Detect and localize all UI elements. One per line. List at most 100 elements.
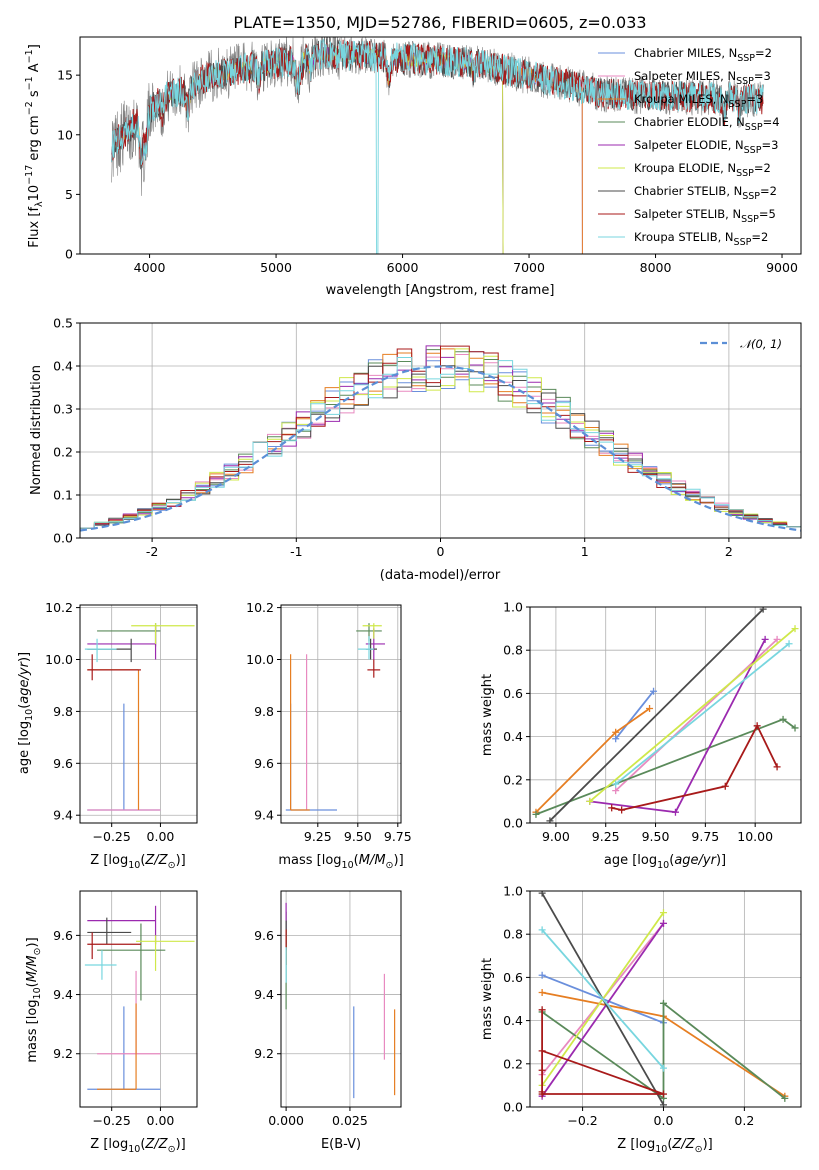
axes-frame [529, 606, 802, 824]
x-tick-label: 10.00 [737, 829, 773, 844]
spectrum-panel: 4000 5000 6000 7000 8000 9000 0 5 10 15 PLATE=1350… [24, 13, 802, 298]
x-axis-label: mass [log10(M/M⊙)] [278, 853, 403, 871]
series-line [614, 690, 655, 740]
spectrum-model-line [130, 47, 504, 254]
data-point [791, 625, 799, 633]
data-point [546, 817, 554, 823]
spectrum-model-line [111, 38, 764, 254]
plot-area [538, 891, 789, 1107]
legend: Chabrier MILES, NSSP=2 Salpeter MILES, NS… [598, 46, 780, 248]
y-tick-label: 10.2 [45, 600, 73, 615]
axes: −0.2 0.0 0.2 0.0 0.2 0.4 0.6 0.8 1.0 [503, 884, 802, 1128]
legend-label: Salpeter ELODIE, NSSP=3 [634, 138, 778, 156]
residual-histogram [80, 357, 801, 538]
y-tick-label: 9.4 [254, 987, 274, 1002]
data-point [659, 1064, 667, 1072]
data-point [659, 999, 667, 1007]
x-tick-label: 6000 [387, 260, 419, 275]
data-point [761, 635, 769, 643]
plot-area [84, 905, 195, 1090]
data-point [538, 1090, 546, 1098]
data-point [773, 763, 781, 771]
y-tick-label: 9.2 [53, 1046, 73, 1061]
grid [281, 605, 401, 823]
data-point [671, 808, 679, 816]
grid [80, 891, 197, 1107]
x-tick-label: 2 [725, 544, 733, 559]
y-tick-label: 0.0 [503, 1100, 523, 1115]
data-point [659, 919, 667, 927]
legend-label: Chabrier MILES, NSSP=2 [634, 46, 772, 64]
data-point [779, 715, 787, 723]
y-axis-label: Normed distribution [29, 365, 44, 495]
y-tick-label: 0.6 [503, 686, 523, 701]
grid [281, 891, 401, 1107]
series-line [541, 929, 665, 1069]
x-tick-label: 9.75 [691, 829, 719, 844]
legend-label: Salpeter STELIB, NSSP=5 [634, 207, 776, 225]
y-tick-label: 1.0 [503, 600, 523, 615]
data-point [659, 1090, 667, 1098]
y-tick-label: 0.8 [503, 643, 523, 658]
x-tick-label: -1 [290, 544, 302, 559]
y-tick-label: 9.6 [53, 756, 73, 771]
data-point [659, 1101, 667, 1107]
data-point [538, 1047, 546, 1055]
x-tick-label: 7000 [513, 260, 545, 275]
y-tick-label: 5 [65, 187, 73, 202]
x-tick-label: 8000 [640, 260, 672, 275]
age-vs-metallicity-panel: −0.25 0.00 9.4 9.6 9.8 10.0 10.2 Z [log10(Z/Z⊙)… [17, 600, 198, 871]
mass-vs-metallicity-panel: −0.25 0.00 9.2 9.4 9.6 Z [log10(Z/Z⊙)] mass [l… [25, 890, 198, 1155]
x-axis-label: Z [log10(Z/Z⊙)] [90, 1137, 185, 1155]
y-tick-label: 0.1 [53, 488, 73, 503]
y-tick-label: 10 [57, 127, 73, 142]
y-axis-label: mass weight [480, 958, 495, 1040]
y-tick-label: 0.4 [503, 729, 523, 744]
y-tick-label: 0.3 [53, 402, 73, 417]
y-tick-label: 0.2 [503, 772, 523, 787]
y-tick-label: 9.4 [53, 808, 73, 823]
data-point [608, 804, 616, 812]
y-tick-label: 0.4 [53, 359, 73, 374]
axes: 4000 5000 6000 7000 8000 9000 0 5 10 15 [57, 36, 802, 275]
x-tick-label: 0.00 [147, 1113, 175, 1128]
axes-frame [79, 36, 802, 255]
x-tick-label: 0.0 [654, 1113, 674, 1128]
series-line [615, 643, 790, 785]
data-point [659, 909, 667, 917]
y-tick-label: 10.0 [45, 652, 73, 667]
y-tick-label: 0.8 [503, 927, 523, 942]
axes-frame [79, 890, 198, 1108]
legend-label: 𝒩(0, 1) [740, 337, 782, 351]
legend-label: Chabrier STELIB, NSSP=2 [634, 184, 777, 202]
x-axis-label: Z [log10(Z/Z⊙)] [90, 853, 185, 871]
mass-vs-ebv-panel: 0.000 0.025 9.2 9.4 9.6 E(B-V) [254, 890, 402, 1152]
data-point [773, 635, 781, 643]
x-tick-label: 5000 [260, 260, 292, 275]
x-tick-label: 9.00 [542, 829, 570, 844]
weight-vs-metallicity-panel: −0.2 0.0 0.2 0.0 0.2 0.4 0.6 0.8 1.0 Z [log10(Z/Z… [480, 884, 802, 1155]
legend-label: Chabrier ELODIE, NSSP=4 [634, 115, 780, 133]
y-tick-label: 0.6 [503, 970, 523, 985]
y-tick-label: 9.8 [53, 704, 73, 719]
series-line [589, 627, 796, 803]
legend-label: Kroupa MILES, NSSP=3 [634, 92, 763, 110]
weight-vs-age-panel: 9.00 9.25 9.50 9.75 10.00 0.0 0.2 0.4 0.6 0.8 1.0 a… [480, 600, 802, 871]
y-tick-label: 0.0 [503, 816, 523, 831]
plot-area [111, 37, 764, 254]
series-line [541, 1001, 786, 1101]
data-point [538, 926, 546, 934]
chart-title: PLATE=1350, MJD=52786, FIBERID=0605, z=0… [233, 13, 646, 32]
data-point [791, 724, 799, 732]
data-point [538, 971, 546, 979]
x-tick-label: 9.25 [592, 829, 620, 844]
legend-label: Salpeter MILES, NSSP=3 [634, 69, 771, 87]
axes-frame [79, 604, 198, 824]
x-tick-label: −0.25 [93, 829, 131, 844]
y-tick-label: 10.0 [246, 652, 274, 667]
data-point [538, 989, 546, 997]
y-tick-label: 9.4 [254, 808, 274, 823]
axes: 0.000 0.025 9.2 9.4 9.6 [254, 890, 402, 1128]
y-tick-label: 0.2 [53, 445, 73, 460]
